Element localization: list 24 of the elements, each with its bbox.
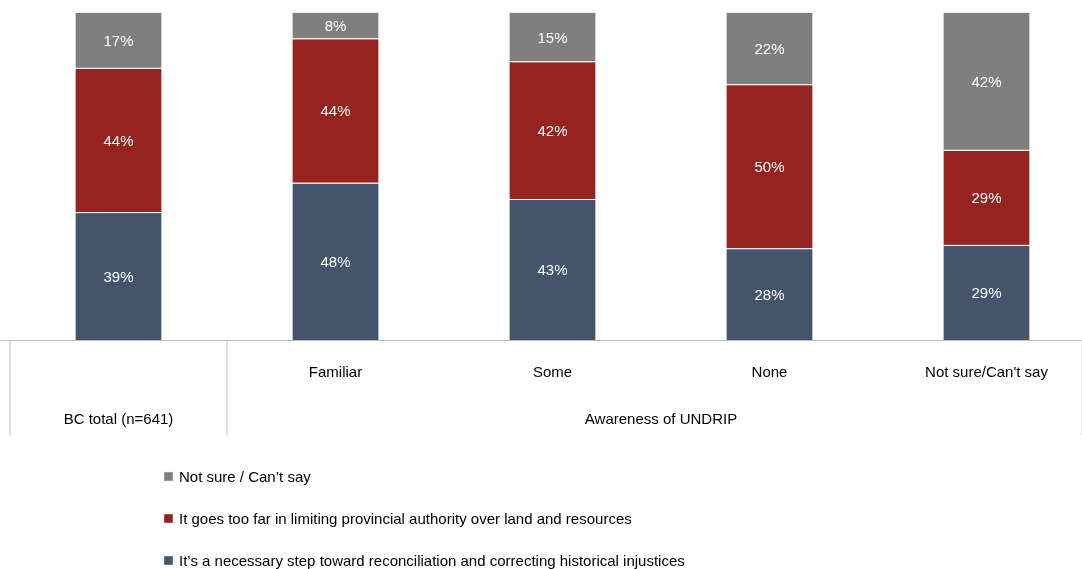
data-label: 48% xyxy=(320,253,351,271)
data-label: 44% xyxy=(320,102,351,120)
legend-label: Not sure / Can’t say xyxy=(179,467,311,485)
text: Awareness of UNDRIP xyxy=(584,410,738,427)
data-label: 22% xyxy=(754,40,785,58)
data-label: 29% xyxy=(971,189,1002,207)
data-label: 28% xyxy=(754,286,785,304)
data-label: 44% xyxy=(103,131,134,149)
data-label: 29% xyxy=(971,284,1002,302)
x-tick-label: Some xyxy=(532,363,573,380)
text: BC total (n=641) xyxy=(63,410,174,427)
data-label: 42% xyxy=(971,72,1002,90)
x-tick-label: Familiar xyxy=(308,363,363,380)
x-tick-label: Not sure/Can't say xyxy=(925,363,1049,380)
x-tick-label: None xyxy=(751,363,788,380)
data-label: 43% xyxy=(537,261,568,279)
data-label: 42% xyxy=(537,122,568,140)
data-label: 39% xyxy=(103,268,134,286)
data-label: 17% xyxy=(103,31,134,49)
legend-label: It goes too far in limiting provincial authority over land and resources xyxy=(179,509,632,527)
data-label: 8% xyxy=(324,17,347,35)
data-label: 50% xyxy=(754,158,785,176)
legend-label: It’s a necessary step toward reconciliation and correcting historical injustices xyxy=(179,551,685,569)
data-label: 15% xyxy=(537,28,568,46)
